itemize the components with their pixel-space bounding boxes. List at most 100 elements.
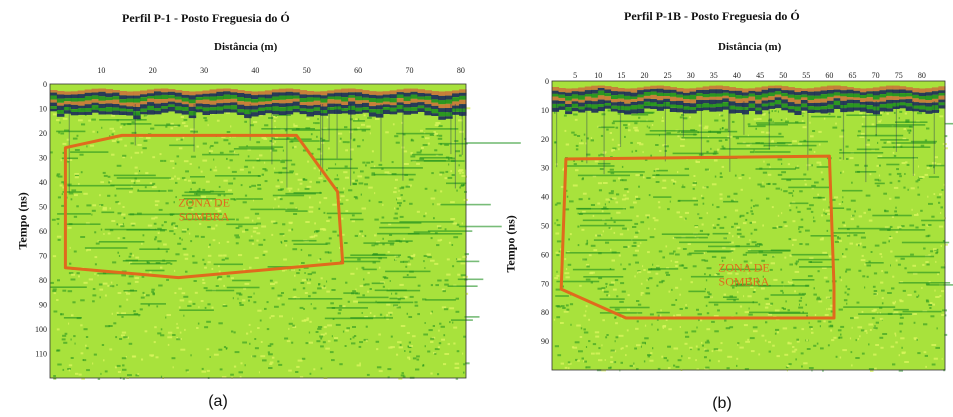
surface-band [748,96,756,101]
surface-band [925,110,933,114]
surface-band [140,97,148,102]
speckle [590,204,595,206]
speckle [192,261,198,264]
surface-band [251,112,259,117]
speckle [611,281,615,284]
surface-band [781,99,789,104]
speckle [407,356,411,359]
reflection-streak [726,298,739,301]
speckle [809,121,811,124]
surface-band [774,94,782,98]
surface-band [181,97,190,102]
surface-band [859,98,867,103]
speckle [826,219,831,222]
surface-band [133,91,141,96]
speckle [890,264,891,267]
surface-band [859,95,867,99]
reflection-streak [688,252,704,255]
surface-band [230,105,238,110]
speckle [863,211,866,214]
surface-band [202,96,210,100]
speckle [308,331,311,334]
surface-band [403,92,412,97]
surface-band [285,88,294,92]
speckle [811,328,813,330]
speckle [344,176,350,179]
speckle [128,342,133,345]
speckle [67,226,72,229]
speckle [795,260,799,263]
speckle [336,174,338,177]
speckle [577,359,580,362]
speckle [287,187,293,190]
speckle [788,238,792,241]
speckle [724,128,728,131]
speckle [910,187,915,190]
speckle [151,217,156,220]
speckle [80,236,86,238]
speckle [209,168,212,171]
speckle [319,201,322,204]
surface-band [348,97,356,102]
speckle [722,246,726,249]
surface-band [91,92,100,96]
speckle [921,287,923,289]
speckle [367,116,372,119]
speckle [605,198,611,201]
speckle [102,206,107,209]
surface-band [119,95,127,100]
speckle [178,306,181,309]
speckle [896,143,901,146]
speckle [780,119,783,121]
speckle [935,252,938,255]
speckle [661,355,664,358]
surface-band [140,90,148,95]
speckle [746,243,750,246]
speckle [310,303,312,306]
surface-band [174,92,183,97]
surface-band [348,92,356,96]
speckle [574,118,578,121]
surface-band [741,88,749,93]
surface-band [313,104,321,108]
speckle [600,153,604,156]
surface-band [396,92,405,95]
reflection-streak [402,276,417,279]
x-tick-label: 30 [687,71,695,80]
speckle [879,317,884,320]
speckle [702,186,707,189]
speckle [86,145,88,148]
surface-band [278,95,287,100]
speckle [177,242,182,245]
speckle [560,322,564,324]
surface-band [741,92,749,96]
speckle [319,258,322,261]
speckle [351,342,356,345]
speckle [888,237,893,239]
speckle [924,354,928,357]
x-tick-label: 60 [354,66,362,75]
speckle [139,308,143,311]
speckle [823,320,826,323]
speckle [273,167,276,170]
surface-band [271,89,280,93]
speckle [166,123,171,126]
speckle [736,226,740,229]
reflection-streak [901,241,950,244]
speckle [250,235,253,238]
speckle [301,357,306,360]
surface-band [709,85,717,90]
caption-a: (a) [208,393,228,410]
surface-band [663,106,671,109]
speckle [99,288,104,291]
reflection-streak [181,194,201,197]
speckle [770,262,775,265]
speckle [85,336,89,338]
speckle [614,308,620,311]
speckle [424,267,426,269]
speckle [408,260,410,263]
speckle [201,370,207,373]
speckle [566,308,570,311]
speckle [128,275,134,278]
reflection-streak [874,182,885,185]
